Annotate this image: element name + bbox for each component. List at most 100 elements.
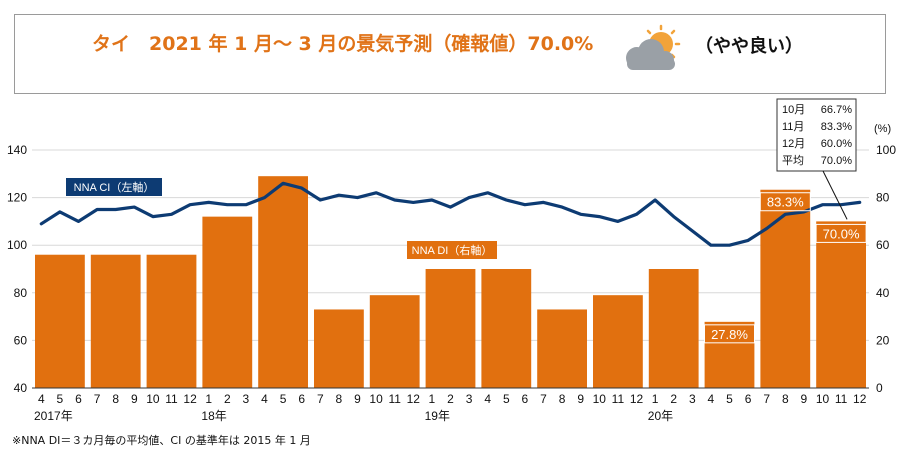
x-tick-label: 9 [131, 392, 138, 406]
x-tick-label: 12 [407, 392, 421, 406]
x-tick-label: 3 [243, 392, 250, 406]
x-tick-label: 10 [593, 392, 607, 406]
x-tick-label: 5 [503, 392, 510, 406]
breakdown-value: 83.3% [821, 121, 852, 133]
year-label: 2017年 [34, 409, 73, 423]
di-bar [481, 269, 532, 388]
breakdown-value: 66.7% [821, 104, 852, 116]
x-tick-label: 10 [816, 392, 830, 406]
partly-cloudy-icon [626, 24, 681, 70]
di-bar [258, 176, 308, 388]
breakdown-month: 12月 [782, 138, 805, 150]
x-tick-label: 7 [763, 392, 770, 406]
x-tick-label: 6 [522, 392, 529, 406]
di-bar [816, 221, 866, 388]
di-bar [369, 295, 420, 388]
bar-value-box [815, 223, 867, 243]
x-tick-label: 7 [540, 392, 547, 406]
x-tick-label: 3 [466, 392, 473, 406]
x-tick-label: 11 [388, 392, 401, 406]
right-tick-label: 0 [876, 381, 883, 395]
di-bar [648, 269, 699, 388]
x-tick-label: 2 [224, 392, 231, 406]
breakdown-frame [776, 98, 857, 172]
x-tick-label: 12 [630, 392, 644, 406]
x-tick-label: 11 [165, 392, 178, 406]
left-tick-label: 60 [14, 333, 28, 347]
x-tick-label: 1 [652, 392, 659, 406]
title-box [14, 14, 886, 94]
year-label: 19年 [425, 409, 450, 423]
x-tick-label: 4 [484, 392, 491, 406]
x-tick-label: 4 [261, 392, 268, 406]
breakdown-value: 60.0% [821, 138, 852, 150]
footnote: ※NNA DI＝３カ月毎の平均値、CI の基準年は 2015 年 1 月 [12, 434, 311, 447]
ci-legend: NNA CI（左軸） [66, 178, 162, 196]
x-tick-label: 5 [280, 392, 287, 406]
di-bar [593, 295, 643, 388]
x-tick-label: 4 [708, 392, 715, 406]
x-tick-label: 1 [429, 392, 436, 406]
ci-legend-label: NNA CI（左軸） [74, 180, 155, 194]
di-bar [314, 309, 364, 388]
breakdown-month: 10月 [782, 104, 805, 116]
di-bar [537, 309, 587, 388]
monthly-breakdown-box: 10月 66.7% 11月 83.3% 12月 60.0% 平均 70.0% [776, 98, 857, 220]
di-legend: NNA DI（右軸） [407, 241, 497, 259]
x-tick-label: 11 [612, 392, 625, 406]
x-tick-label: 4 [38, 392, 45, 406]
x-tick-label: 8 [336, 392, 343, 406]
x-tick-label: 9 [577, 392, 584, 406]
x-tick-label: 9 [801, 392, 808, 406]
breakdown-month: 平均 [782, 154, 804, 167]
bar-value-label: 70.0% [823, 226, 860, 241]
left-tick-label: 100 [7, 238, 27, 252]
ci-line [39, 181, 862, 247]
left-tick-label: 140 [7, 143, 27, 157]
x-tick-label: 9 [354, 392, 361, 406]
x-tick-label: 5 [726, 392, 733, 406]
right-tick-label: 40 [876, 286, 890, 300]
right-tick-label: 20 [876, 333, 890, 347]
di-bar [760, 189, 811, 388]
x-tick-label: 7 [94, 392, 101, 406]
right-axis-unit: (%) [874, 123, 891, 135]
x-tick-label: 5 [57, 392, 64, 406]
left-tick-label: 40 [14, 381, 28, 395]
di-legend-label: NNA DI（右軸） [412, 243, 493, 257]
bar-value-label: 83.3% [767, 195, 804, 210]
right-tick-label: 80 [876, 191, 890, 205]
breakdown-value: 70.0% [821, 155, 852, 167]
di-bar [425, 269, 476, 388]
x-tick-label: 3 [689, 392, 696, 406]
bar-value-box [704, 324, 755, 344]
di-bar [704, 321, 755, 388]
ci-legend-bg [66, 178, 162, 196]
di-legend-bg [407, 241, 497, 259]
x-tick-label: 10 [146, 392, 160, 406]
x-tick-label: 1 [205, 392, 212, 406]
x-tick-label: 2 [447, 392, 454, 406]
di-bar [202, 216, 253, 388]
x-tick-label: 6 [298, 392, 305, 406]
chart-title: タイ 2021 年 1 月～ 3 月の景気予測（確報値）70.0% [92, 33, 594, 55]
x-tick-label: 11 [835, 392, 848, 406]
year-label: 20年 [648, 409, 673, 423]
di-bar [146, 254, 197, 388]
forecast-verdict: （やや良い） [695, 36, 803, 57]
left-tick-label: 120 [7, 191, 27, 205]
left-tick-label: 80 [14, 286, 28, 300]
x-tick-label: 7 [317, 392, 324, 406]
x-tick-label: 12 [853, 392, 867, 406]
di-bar [35, 254, 85, 388]
breakdown-month: 11月 [782, 121, 804, 133]
bar-value-label: 27.8% [711, 327, 748, 342]
x-tick-label: 6 [75, 392, 82, 406]
callout-line [822, 170, 848, 220]
year-label: 18年 [201, 409, 226, 423]
x-tick-label: 2 [670, 392, 677, 406]
x-tick-label: 8 [559, 392, 566, 406]
x-tick-label: 10 [369, 392, 383, 406]
right-tick-label: 100 [876, 143, 896, 157]
